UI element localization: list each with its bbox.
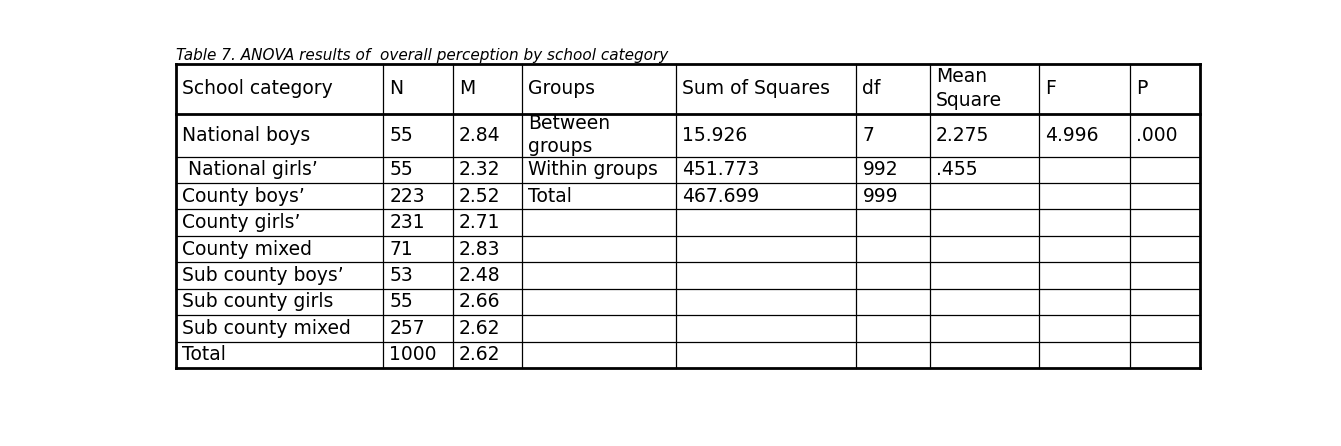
Text: 55: 55 <box>389 293 413 311</box>
Text: 231: 231 <box>389 213 425 232</box>
Text: N: N <box>389 79 404 98</box>
Text: 257: 257 <box>389 319 425 338</box>
Text: Total: Total <box>528 187 573 206</box>
Text: 2.275: 2.275 <box>936 126 990 145</box>
Text: 15.926: 15.926 <box>683 126 747 145</box>
Text: County girls’: County girls’ <box>182 213 300 232</box>
Text: Groups: Groups <box>528 79 595 98</box>
Text: County mixed: County mixed <box>182 240 312 259</box>
Text: Sub county mixed: Sub county mixed <box>182 319 351 338</box>
Text: Sub county girls: Sub county girls <box>182 293 334 311</box>
Text: P: P <box>1136 79 1148 98</box>
Text: 2.66: 2.66 <box>459 293 500 311</box>
Text: Mean
Square: Mean Square <box>936 67 1002 110</box>
Text: Table 7. ANOVA results of  overall perception by school category: Table 7. ANOVA results of overall percep… <box>176 48 668 63</box>
Text: Sum of Squares: Sum of Squares <box>683 79 830 98</box>
Text: .455: .455 <box>936 160 978 179</box>
Text: df: df <box>862 79 881 98</box>
Text: Between
groups: Between groups <box>528 114 610 157</box>
Text: 2.48: 2.48 <box>459 266 500 285</box>
Text: 71: 71 <box>389 240 413 259</box>
Text: 53: 53 <box>389 266 413 285</box>
Text: 7: 7 <box>862 126 874 145</box>
Text: 992: 992 <box>862 160 898 179</box>
Text: National girls’: National girls’ <box>182 160 318 179</box>
Text: Total: Total <box>182 345 227 364</box>
Text: 1000: 1000 <box>389 345 437 364</box>
Text: 2.32: 2.32 <box>459 160 500 179</box>
Text: County boys’: County boys’ <box>182 187 304 206</box>
Text: 999: 999 <box>862 187 898 206</box>
Text: Within groups: Within groups <box>528 160 658 179</box>
Text: 467.699: 467.699 <box>683 187 759 206</box>
Text: National boys: National boys <box>182 126 310 145</box>
Text: M: M <box>459 79 475 98</box>
Text: 2.62: 2.62 <box>459 345 500 364</box>
Text: 2.52: 2.52 <box>459 187 500 206</box>
Text: Sub county boys’: Sub county boys’ <box>182 266 343 285</box>
Text: 4.996: 4.996 <box>1046 126 1100 145</box>
Text: 2.83: 2.83 <box>459 240 500 259</box>
Text: 2.62: 2.62 <box>459 319 500 338</box>
Text: 223: 223 <box>389 187 425 206</box>
Text: 55: 55 <box>389 160 413 179</box>
Text: School category: School category <box>182 79 333 98</box>
Text: .000: .000 <box>1136 126 1177 145</box>
Text: 55: 55 <box>389 126 413 145</box>
Text: 2.84: 2.84 <box>459 126 500 145</box>
Text: 451.773: 451.773 <box>683 160 759 179</box>
Text: 2.71: 2.71 <box>459 213 500 232</box>
Text: F: F <box>1046 79 1057 98</box>
